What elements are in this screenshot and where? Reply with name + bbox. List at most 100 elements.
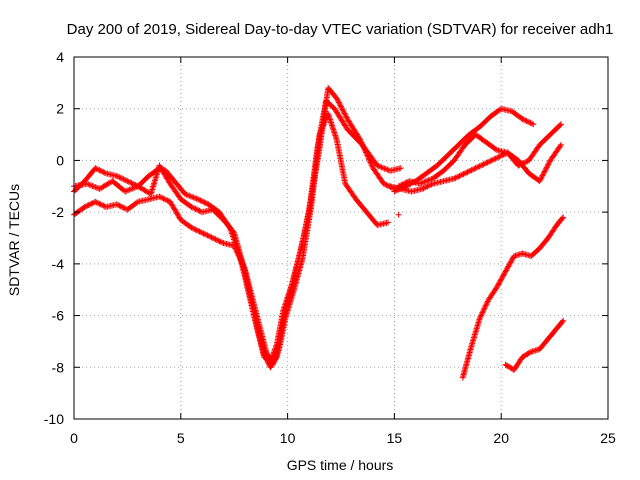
data-point-marker [495, 154, 502, 161]
data-point-marker [115, 173, 122, 180]
data-point-marker [481, 305, 488, 312]
data-point-marker [187, 193, 194, 200]
data-point-marker [96, 200, 103, 207]
data-point-marker [425, 177, 432, 184]
data-point-marker [380, 180, 387, 187]
data-point-marker [480, 161, 487, 168]
data-point-marker [263, 348, 270, 355]
data-point-marker [317, 128, 324, 135]
data-point-marker [186, 192, 193, 199]
x-tick-label: 5 [177, 430, 185, 446]
data-point-marker [216, 238, 223, 245]
data-point-marker [504, 264, 511, 271]
data-point-marker [496, 153, 503, 160]
data-point-marker [100, 169, 107, 176]
data-point-marker [99, 168, 106, 175]
data-point-marker [380, 164, 387, 171]
data-point-marker [84, 202, 91, 209]
data-point-marker [93, 199, 100, 206]
data-point-marker [270, 360, 277, 367]
data-point-marker [197, 229, 204, 236]
data-point-marker [500, 151, 507, 158]
data-point-marker [358, 139, 365, 146]
data-point-marker [339, 106, 346, 113]
data-point-marker [428, 181, 435, 188]
data-point-marker [117, 203, 124, 210]
data-point-marker [198, 198, 205, 205]
data-point-marker [183, 191, 190, 198]
data-point-marker [213, 236, 220, 243]
data-point-marker [476, 163, 483, 170]
data-point-marker [469, 166, 476, 173]
data-point-marker [316, 131, 323, 138]
data-point-marker [100, 202, 107, 209]
data-point-marker [368, 160, 375, 167]
data-point-marker [357, 136, 364, 143]
data-point-marker [270, 358, 277, 365]
data-point-marker [542, 167, 549, 174]
series-track-7 [459, 214, 567, 381]
data-point-marker [366, 158, 373, 165]
data-point-marker [201, 199, 208, 206]
data-point-marker [367, 159, 374, 166]
data-point-marker [157, 194, 164, 201]
data-point-marker [193, 206, 200, 213]
data-point-marker [196, 196, 203, 203]
data-point-marker [127, 186, 134, 193]
data-point-marker [239, 261, 246, 268]
data-point-marker [357, 138, 364, 145]
plot-frame [73, 56, 609, 420]
data-point-marker [503, 267, 510, 274]
data-point-marker [506, 260, 513, 267]
data-point-marker [207, 233, 214, 240]
data-point-marker [208, 234, 215, 241]
data-point-marker [231, 242, 238, 249]
data-point-marker [119, 175, 126, 182]
data-point-marker [540, 171, 547, 178]
data-point-marker [122, 188, 129, 195]
data-point-marker [489, 156, 496, 163]
data-point-marker [356, 135, 363, 142]
data-point-marker [559, 215, 566, 222]
data-point-marker [89, 200, 96, 207]
data-point-marker [83, 180, 90, 187]
data-point-marker [201, 231, 208, 238]
x-axis-label: GPS time / hours [287, 457, 394, 473]
data-point-marker [543, 164, 550, 171]
y-tick-label: 4 [56, 49, 64, 65]
data-point-marker [86, 181, 93, 188]
data-point-marker [263, 350, 270, 357]
data-point-marker [237, 256, 244, 263]
data-point-marker [189, 225, 196, 232]
data-point-marker [116, 202, 123, 209]
y-tick-label: -4 [52, 256, 65, 272]
data-point-marker [402, 180, 409, 187]
data-point-marker [495, 281, 502, 288]
data-point-marker [156, 193, 163, 200]
data-point-marker [164, 197, 171, 204]
data-point-marker [92, 184, 99, 191]
data-point-marker [359, 142, 366, 149]
data-point-marker [274, 349, 281, 356]
data-point-marker [113, 201, 120, 208]
data-point-marker [95, 166, 102, 173]
y-tick-label: -6 [52, 308, 65, 324]
data-point-marker [197, 197, 204, 204]
data-point-marker [498, 276, 505, 283]
data-point-marker [340, 107, 347, 114]
data-point-marker [191, 205, 198, 212]
data-point-marker [558, 141, 565, 148]
data-point-marker [384, 219, 391, 226]
x-axis-ticks: 0 5 10 15 20 25 [70, 57, 616, 446]
data-point-marker [540, 169, 547, 176]
data-point-marker [240, 263, 247, 270]
data-point-marker [340, 109, 347, 116]
data-point-marker [96, 167, 103, 174]
y-tick-label: 2 [56, 101, 64, 117]
data-point-marker [395, 211, 402, 218]
data-point-marker [115, 202, 122, 209]
data-point-marker [202, 200, 209, 207]
data-point-marker [508, 258, 515, 265]
